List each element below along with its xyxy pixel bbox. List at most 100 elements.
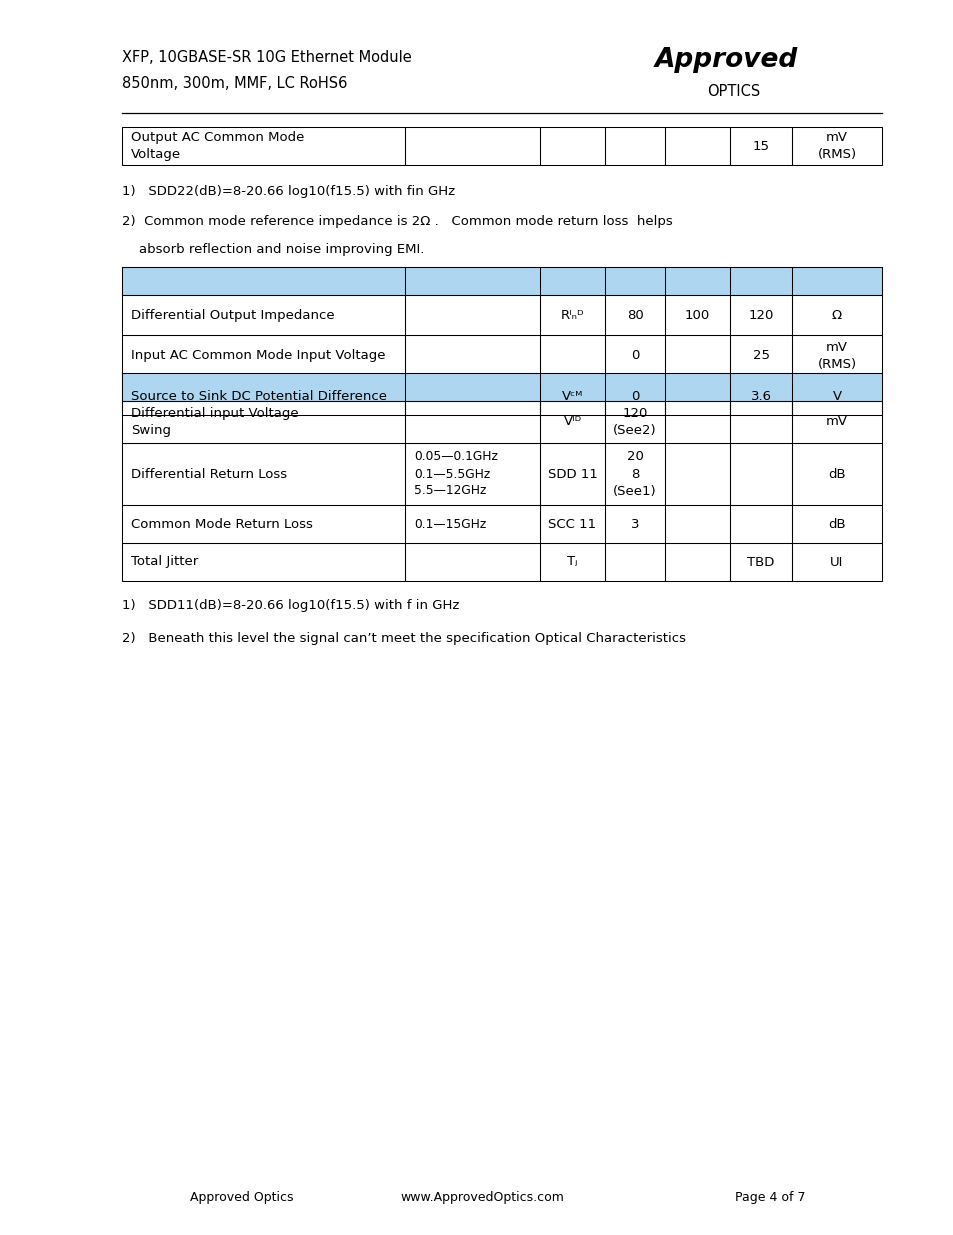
Bar [122, 267, 882, 295]
Bar [729, 295, 791, 335]
Bar [539, 543, 604, 580]
Bar [664, 543, 729, 580]
Text: mV: mV [825, 415, 847, 429]
Bar [539, 335, 604, 377]
Text: absorb reflection and noise improving EMI.: absorb reflection and noise improving EM… [122, 243, 424, 256]
Bar [539, 377, 604, 415]
Text: Differential Return Loss: Differential Return Loss [131, 468, 287, 480]
Bar [604, 127, 664, 165]
Bar [791, 377, 882, 415]
Text: 0: 0 [630, 350, 639, 363]
Bar [791, 543, 882, 580]
Bar [729, 443, 791, 505]
Text: 3.6: 3.6 [750, 389, 771, 403]
Text: 15: 15 [752, 140, 769, 152]
Bar [405, 401, 539, 443]
Bar [122, 505, 405, 543]
Bar [729, 543, 791, 580]
Text: Source to Sink DC Potential Difference: Source to Sink DC Potential Difference [131, 389, 387, 403]
Text: 25: 25 [752, 350, 769, 363]
Text: 0.05—0.1GHz
0.1—5.5GHz
5.5—12GHz: 0.05—0.1GHz 0.1—5.5GHz 5.5—12GHz [414, 451, 497, 498]
Bar [729, 127, 791, 165]
Text: 0: 0 [630, 389, 639, 403]
Bar [122, 295, 405, 335]
Text: OPTICS: OPTICS [706, 84, 760, 100]
Bar [729, 401, 791, 443]
Bar [539, 127, 604, 165]
Bar [405, 505, 539, 543]
Bar [539, 505, 604, 543]
Bar [664, 401, 729, 443]
Bar [122, 377, 405, 415]
Bar [604, 505, 664, 543]
Text: www.ApprovedOptics.com: www.ApprovedOptics.com [399, 1191, 563, 1203]
Text: mV
(RMS): mV (RMS) [817, 341, 856, 370]
Text: 80: 80 [626, 309, 642, 321]
Text: Tⱼ: Tⱼ [567, 556, 578, 568]
Text: 100: 100 [684, 309, 709, 321]
Text: TBD: TBD [746, 556, 774, 568]
Text: Page 4 of 7: Page 4 of 7 [734, 1191, 804, 1203]
Text: Differential input Voltage
Swing: Differential input Voltage Swing [131, 408, 298, 437]
Text: Common Mode Return Loss: Common Mode Return Loss [131, 517, 313, 531]
Bar [604, 335, 664, 377]
Text: 120: 120 [747, 309, 773, 321]
Text: 2)   Beneath this level the signal can’t meet the specification Optical Characte: 2) Beneath this level the signal can’t m… [122, 632, 685, 645]
Text: Rᴵₙᴰ: Rᴵₙᴰ [560, 309, 583, 321]
Bar [664, 335, 729, 377]
Text: Ω: Ω [831, 309, 841, 321]
Bar [729, 335, 791, 377]
Text: Vᴵᴰ: Vᴵᴰ [563, 415, 581, 429]
Bar [122, 543, 405, 580]
Bar [122, 127, 405, 165]
Text: Vᶜᴹ: Vᶜᴹ [561, 389, 582, 403]
Bar [604, 295, 664, 335]
Bar [405, 377, 539, 415]
Bar [791, 335, 882, 377]
Bar [539, 295, 604, 335]
Bar [664, 127, 729, 165]
Text: 1)   SDD11(dB)=8-20.66 log10(f15.5) with f in GHz: 1) SDD11(dB)=8-20.66 log10(f15.5) with f… [122, 599, 459, 613]
Bar [405, 127, 539, 165]
Text: 0.1—15GHz: 0.1—15GHz [414, 517, 486, 531]
Text: V: V [832, 389, 841, 403]
Bar [405, 443, 539, 505]
Bar [122, 373, 882, 401]
Bar [604, 443, 664, 505]
Bar [791, 443, 882, 505]
Text: 2)  Common mode reference impedance is 2Ω .   Common mode return loss  helps: 2) Common mode reference impedance is 2Ω… [122, 215, 672, 228]
Text: dB: dB [827, 517, 845, 531]
Bar [791, 401, 882, 443]
Text: Input AC Common Mode Input Voltage: Input AC Common Mode Input Voltage [131, 350, 385, 363]
Text: 1)   SDD22(dB)=8-20.66 log10(f15.5) with fin GHz: 1) SDD22(dB)=8-20.66 log10(f15.5) with f… [122, 185, 455, 198]
Bar [664, 295, 729, 335]
Bar [122, 335, 405, 377]
Bar [405, 295, 539, 335]
Text: Approved Optics: Approved Optics [190, 1191, 294, 1203]
Text: 850nm, 300m, MMF, LC RoHS6: 850nm, 300m, MMF, LC RoHS6 [122, 75, 347, 90]
Bar [664, 443, 729, 505]
Bar [405, 543, 539, 580]
Text: Total Jitter: Total Jitter [131, 556, 198, 568]
Bar [729, 505, 791, 543]
Text: SCC 11: SCC 11 [548, 517, 596, 531]
Text: Differential Output Impedance: Differential Output Impedance [131, 309, 335, 321]
Bar [539, 443, 604, 505]
Text: Output AC Common Mode
Voltage: Output AC Common Mode Voltage [131, 131, 304, 161]
Bar [604, 401, 664, 443]
Bar [405, 335, 539, 377]
Text: SDD 11: SDD 11 [547, 468, 597, 480]
Text: dB: dB [827, 468, 845, 480]
Bar [539, 401, 604, 443]
Bar [791, 127, 882, 165]
Bar [122, 443, 405, 505]
Text: 3: 3 [630, 517, 639, 531]
Text: UI: UI [829, 556, 842, 568]
Bar [791, 295, 882, 335]
Bar [664, 377, 729, 415]
Text: XFP, 10GBASE-SR 10G Ethernet Module: XFP, 10GBASE-SR 10G Ethernet Module [122, 49, 412, 64]
Bar [122, 401, 405, 443]
Text: mV
(RMS): mV (RMS) [817, 131, 856, 161]
Text: Approved: Approved [655, 47, 798, 73]
Bar [604, 543, 664, 580]
